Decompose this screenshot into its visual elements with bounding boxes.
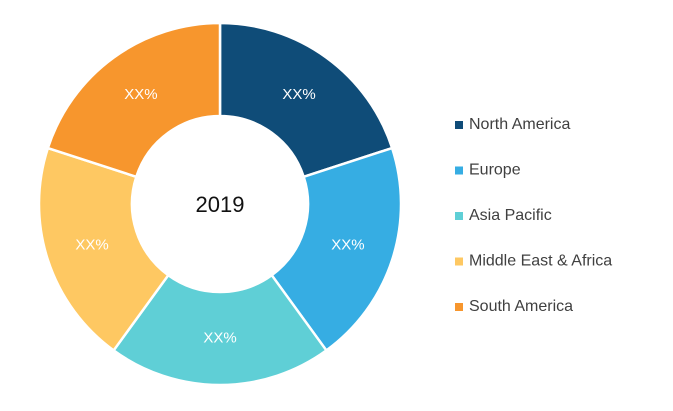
legend-label: South America: [469, 298, 573, 315]
donut-segment: [37, 146, 171, 353]
value-label: XX%: [282, 86, 315, 103]
legend-label: Europe: [469, 162, 521, 179]
legend-swatch: [455, 212, 463, 220]
legend-label: Middle East & Africa: [469, 253, 612, 270]
donut-segment: [46, 21, 222, 179]
legend-swatch: [455, 166, 463, 175]
value-label: XX%: [75, 237, 108, 254]
legend-swatch: [455, 121, 463, 129]
value-label: XX%: [124, 86, 157, 103]
donut-segment: [269, 146, 403, 353]
legend-label: Asia Pacific: [469, 207, 552, 224]
center-label: 2019: [196, 192, 245, 217]
donut-segment: [218, 21, 394, 179]
legend-swatch: [455, 257, 463, 266]
legend-swatch: [455, 303, 463, 311]
value-label: XX%: [203, 329, 236, 346]
legend-label: North America: [469, 116, 570, 133]
value-label: XX%: [331, 237, 364, 254]
donut-segment: [111, 273, 329, 387]
